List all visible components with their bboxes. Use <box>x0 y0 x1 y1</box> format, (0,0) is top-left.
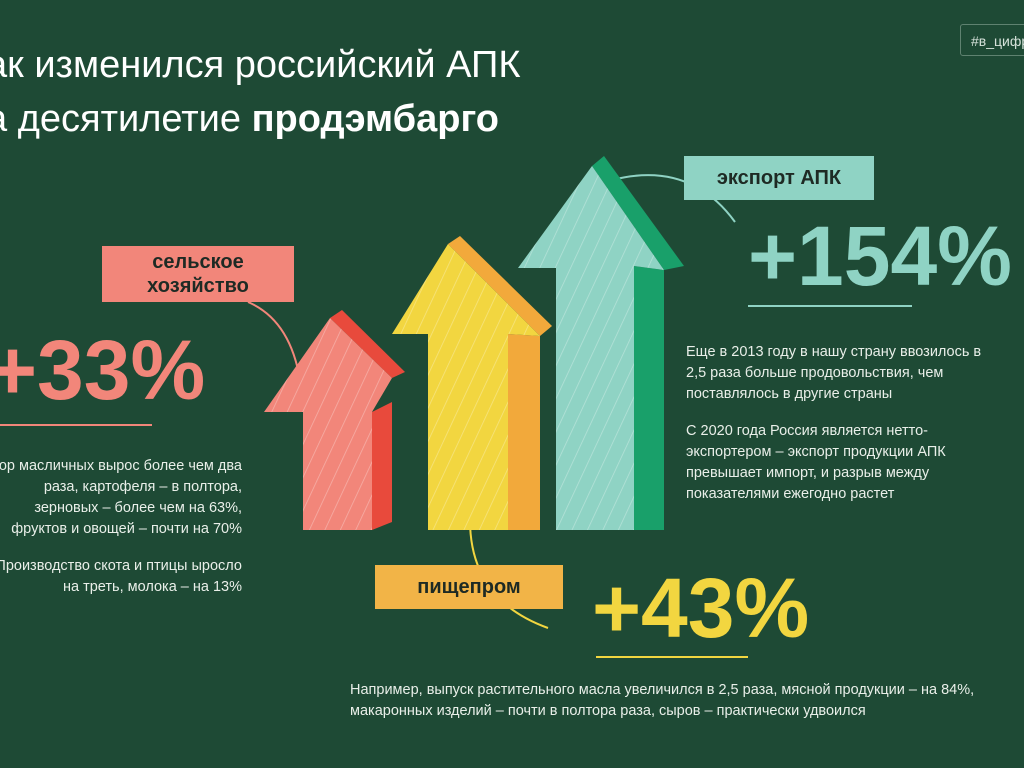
agriculture-text-2: Производство скота и птицы ырос­ло на тр… <box>0 558 242 595</box>
agriculture-text-1: бор масличных вырос более чем два раза, … <box>0 458 242 537</box>
food-industry-arrow <box>392 236 552 530</box>
export-label: экспорт АПК <box>684 156 874 200</box>
export-divider <box>748 305 912 307</box>
agriculture-description: бор масличных вырос более чем два раза, … <box>0 456 242 614</box>
agriculture-arrow <box>264 310 405 530</box>
export-value: +154% <box>748 209 1012 303</box>
food-industry-label: пищепром <box>375 565 563 609</box>
agriculture-value: +33% <box>0 323 206 417</box>
page-title-line-2: а десятилетие продэмбарго <box>0 98 499 141</box>
page-title-line-2-prefix: а десятилетие <box>0 98 252 140</box>
page-title-line-1: ак изменился российский АПК <box>0 44 521 86</box>
export-description: Еще в 2013 году в нашу страну ввозилось … <box>686 342 986 521</box>
hashtag-badge: #в_цифр <box>960 24 1024 56</box>
export-arrow <box>518 156 684 530</box>
export-text-1: Еще в 2013 году в нашу страну ввозилось … <box>686 344 982 402</box>
agriculture-label: сельское хозяйство <box>102 246 294 302</box>
connector-line-export <box>611 174 736 223</box>
agriculture-divider <box>0 424 152 426</box>
connector-line-agriculture <box>247 301 301 381</box>
page-title-line-2-bold: продэмбарго <box>251 98 500 140</box>
food-industry-description: Например, выпуск растительного масла уве… <box>350 682 975 719</box>
export-text-2: С 2020 года Россия является нетто-экспор… <box>686 423 946 502</box>
food-industry-divider <box>596 656 748 658</box>
food-industry-value: +43% <box>592 561 810 655</box>
